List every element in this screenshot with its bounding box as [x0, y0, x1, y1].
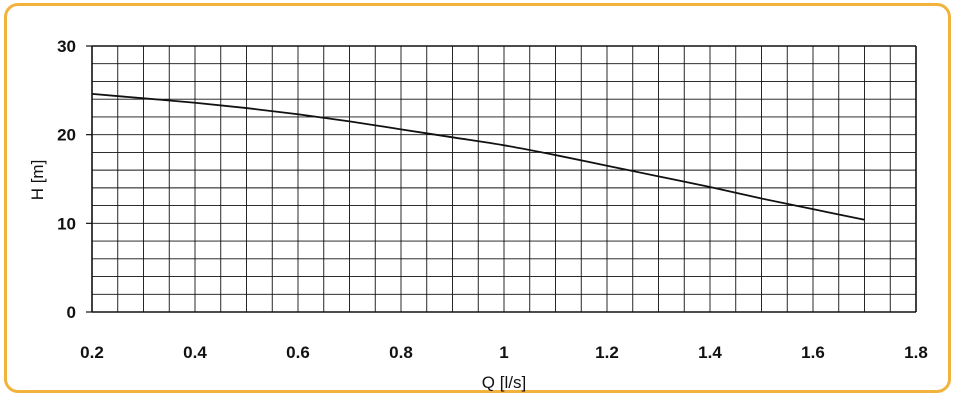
x-tick-label: 1 — [499, 343, 508, 362]
y-axis-label: H [m] — [28, 160, 47, 201]
y-tick-label: 0 — [67, 303, 76, 322]
x-tick-label: 0.2 — [80, 343, 104, 362]
x-tick-label: 0.6 — [286, 343, 310, 362]
x-tick-label: 1.4 — [698, 343, 722, 362]
x-tick-label: 0.8 — [389, 343, 413, 362]
y-tick-label: 10 — [57, 214, 76, 233]
x-tick-labels: 0.2 0.4 0.6 0.8 1 1.2 1.4 1.6 1.8 — [80, 343, 928, 362]
y-tick-label: 30 — [57, 37, 76, 56]
x-tick-label: 1.2 — [595, 343, 619, 362]
y-tick-labels: 0 10 20 30 — [57, 37, 76, 322]
series-line — [91, 92, 865, 221]
y-tick-label: 20 — [57, 126, 76, 145]
x-axis-label: Q [l/s] — [482, 373, 526, 392]
x-tick-label: 1.8 — [904, 343, 928, 362]
grid — [86, 45, 917, 313]
chart-frame — [4, 3, 951, 393]
x-tick-label: 0.4 — [183, 343, 207, 362]
x-tick-label: 1.6 — [801, 343, 825, 362]
